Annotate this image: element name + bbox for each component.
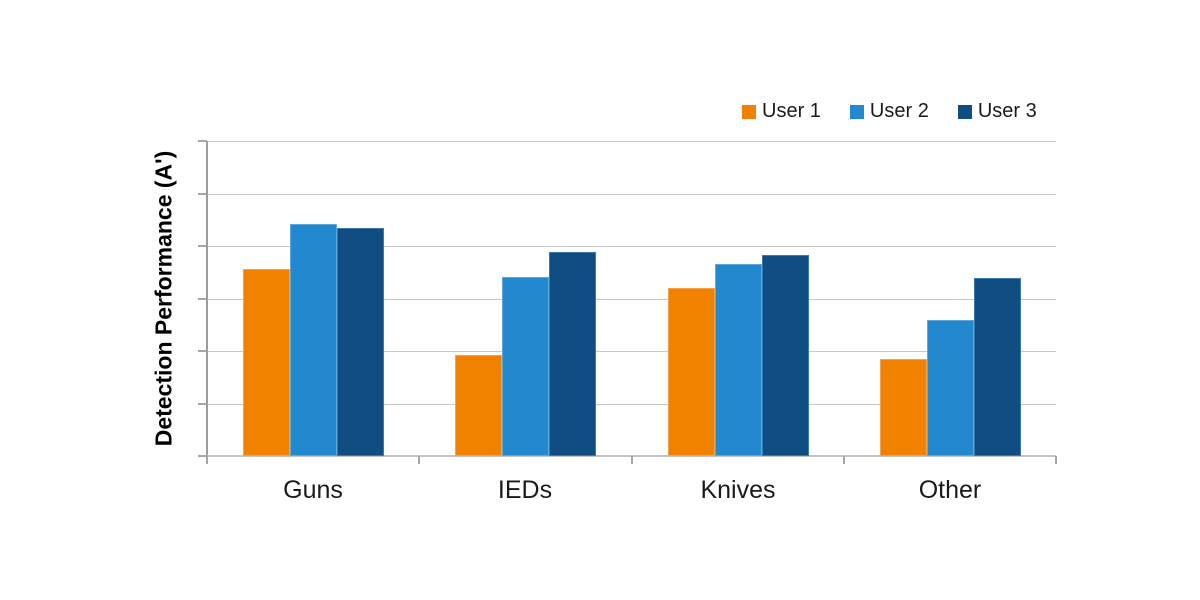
y-axis-tick — [198, 298, 207, 300]
bar-user-2-knives — [715, 264, 762, 456]
bar-user-1-knives — [668, 288, 715, 456]
gridline — [207, 141, 1056, 142]
y-axis-tick — [198, 245, 207, 247]
y-axis-title: Detection Performance (A') — [133, 141, 195, 456]
y-axis-tick — [198, 350, 207, 352]
bar-user-1-ieds — [455, 355, 502, 456]
y-axis-tick — [198, 140, 207, 142]
gridline — [207, 246, 1056, 247]
legend-label: User 2 — [869, 100, 929, 122]
bar-user-2-other — [927, 320, 974, 456]
x-axis-labels: Guns IEDs Knives Other — [207, 476, 1056, 510]
bar-user-2-ieds — [502, 277, 549, 456]
gridline — [207, 299, 1056, 300]
gridline — [207, 194, 1056, 195]
gridline — [207, 404, 1056, 405]
bar-user-3-other — [974, 278, 1021, 456]
legend-item-user-1: User 1 — [742, 100, 821, 123]
plot-area — [198, 140, 1057, 464]
x-axis-tick — [631, 456, 633, 464]
legend-swatch-user-2 — [849, 104, 864, 119]
category-label-other: Other — [918, 476, 982, 504]
y-axis-line — [206, 141, 208, 456]
legend-swatch-user-1 — [742, 104, 756, 119]
y-axis-tick — [198, 193, 207, 195]
x-axis-tick — [206, 456, 208, 464]
y-axis-title-text: Detection Performance (A') — [150, 150, 177, 447]
y-axis-tick — [198, 455, 207, 457]
bar-user-3-guns — [337, 228, 384, 456]
legend-swatch-user-3 — [957, 104, 972, 119]
x-axis-tick — [1055, 456, 1057, 464]
category-label-knives: Knives — [700, 476, 776, 504]
gridline — [207, 351, 1056, 352]
bar-user-1-guns — [243, 269, 290, 456]
legend-label: User 3 — [977, 100, 1037, 122]
legend: User 1 User 2 User 3 — [742, 100, 1037, 123]
bar-user-3-knives — [762, 255, 809, 456]
category-label-guns: Guns — [283, 476, 343, 504]
legend-item-user-3: User 3 — [957, 100, 1037, 123]
bar-user-2-guns — [290, 224, 337, 456]
legend-item-user-2: User 2 — [849, 100, 929, 123]
bar-user-1-other — [880, 359, 927, 456]
x-axis-tick — [418, 456, 420, 464]
bar-user-3-ieds — [549, 252, 596, 456]
category-label-ieds: IEDs — [497, 476, 553, 504]
x-axis-tick — [843, 456, 845, 464]
legend-label: User 1 — [762, 100, 821, 122]
y-axis-tick — [198, 403, 207, 405]
